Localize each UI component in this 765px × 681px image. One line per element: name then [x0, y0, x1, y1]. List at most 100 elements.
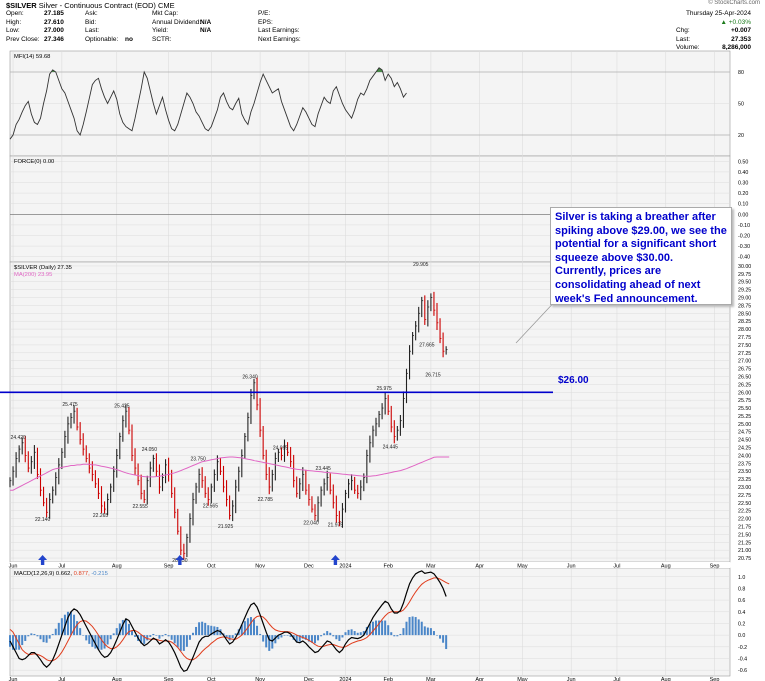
- y-tick-label: 21.50: [738, 532, 751, 538]
- macd-histogram-bar: [307, 635, 310, 642]
- y-tick-label: 24.25: [738, 446, 751, 452]
- macd-histogram-bar: [426, 627, 429, 636]
- macd-histogram-bar: [256, 625, 259, 636]
- quote-value: no: [125, 35, 133, 43]
- macd-histogram-bar: [414, 617, 417, 636]
- macd-histogram-bar: [344, 632, 347, 636]
- price-annotation: 23.445: [316, 466, 332, 472]
- macd-histogram-bar: [240, 624, 243, 636]
- macd-histogram-bar: [45, 635, 48, 643]
- month-label: Apr: [475, 564, 484, 570]
- macd-histogram-bar: [79, 628, 82, 636]
- macd-histogram-bar: [341, 635, 344, 638]
- month-label: Nov: [255, 677, 265, 681]
- y-tick-label: 29.50: [738, 280, 751, 286]
- macd-histogram-bar: [146, 635, 149, 641]
- quote-value: 27.346: [44, 35, 64, 43]
- price-annotation: 26.715: [425, 373, 441, 379]
- macd-histogram-bar: [27, 635, 30, 637]
- macd-histogram-bar: [131, 631, 133, 636]
- macd-histogram-bar: [207, 625, 210, 636]
- price-annotation: 24.050: [142, 447, 158, 453]
- month-label: Jul: [613, 677, 620, 681]
- macd-histogram-bar: [179, 635, 182, 651]
- blue-up-arrow: [330, 555, 340, 565]
- macd-histogram-bar: [408, 617, 411, 636]
- macd-histogram-bar: [149, 635, 152, 637]
- y-tick-label: 24.00: [738, 453, 751, 459]
- quote-label: Last Earnings:: [258, 27, 300, 35]
- price-annotation: 22.555: [133, 504, 149, 510]
- macd-histogram-bar: [143, 635, 146, 644]
- y-tick-label: -0.6: [738, 668, 747, 674]
- macd-histogram-bar: [198, 622, 201, 636]
- quote-col-4: P/E: EPS: Last Earnings: Next Earnings:: [258, 10, 301, 44]
- macd-histogram-bar: [289, 635, 292, 637]
- month-label: Jun: [567, 564, 576, 570]
- price-annotation: 29.905: [413, 262, 429, 268]
- macd-histogram-bar: [384, 620, 387, 636]
- blue-up-arrow: [38, 555, 48, 565]
- price-annotation: 24.445: [383, 444, 399, 450]
- price-annotation: 21.925: [218, 524, 234, 530]
- y-tick-label: 80: [738, 70, 744, 76]
- macd-histogram-bar: [97, 635, 100, 650]
- month-label: Dec: [304, 677, 314, 681]
- macd-histogram-bar: [109, 635, 112, 640]
- quote-label: Open:: [6, 10, 24, 17]
- macd-histogram-bar: [82, 635, 85, 636]
- quote-label: P/E:: [258, 10, 271, 17]
- macd-legend: MACD(12,26,9) 0.662, 0.877, -0.215: [14, 571, 108, 577]
- macd-histogram-bar: [155, 635, 158, 636]
- macd-histogram-bar: [295, 635, 298, 643]
- macd-histogram-bar: [134, 635, 137, 637]
- chg-label: Chg:: [676, 27, 690, 35]
- macd-histogram-bar: [124, 618, 127, 636]
- quote-label: Last:: [85, 27, 100, 35]
- macd-histogram-bar: [161, 635, 164, 637]
- change-percent-value: +0.03%: [728, 18, 751, 26]
- commentary-callout: Silver is taking a breather after spikin…: [550, 207, 732, 305]
- y-tick-label: 30.00: [738, 264, 751, 270]
- month-label: Jul: [58, 677, 65, 681]
- quote-col-1: Open: 27.185 High: 27.610 Low: 27.000 Prev …: [6, 10, 64, 44]
- price-annotation: 26.340: [242, 375, 258, 381]
- panel-background: [9, 567, 731, 677]
- y-tick-label: 25.50: [738, 406, 751, 412]
- y-tick-label: 28.75: [738, 303, 751, 309]
- price-annotation: 22.040: [303, 520, 319, 526]
- macd-legend-part: 0.662,: [54, 571, 72, 577]
- y-tick-label: 0.0: [738, 633, 745, 639]
- price-annotation: 24.420: [11, 435, 27, 441]
- macd-histogram-bar: [173, 635, 176, 644]
- y-tick-label: 23.00: [738, 485, 751, 491]
- force-legend: FORCE(0) 0.00: [14, 159, 54, 165]
- mfi-legend: MFI(14) 59.68: [14, 54, 50, 60]
- macd-histogram-bar: [118, 623, 121, 636]
- month-label: Aug: [661, 677, 671, 681]
- macd-histogram-bar: [402, 628, 405, 636]
- month-label: Aug: [112, 564, 122, 570]
- month-axis-strip: [10, 562, 730, 568]
- month-label: May: [517, 564, 528, 570]
- change-percent: ▲ +0.03%: [720, 18, 751, 26]
- macd-histogram-bar: [121, 619, 124, 636]
- month-label: 2024: [339, 564, 351, 570]
- y-tick-label: 0.2: [738, 621, 745, 627]
- macd-histogram-bar: [164, 633, 167, 636]
- y-tick-label: 0.4: [738, 610, 745, 616]
- macd-legend-part: 0.877,: [72, 571, 90, 577]
- price-annotation: 24.095: [273, 445, 289, 451]
- macd-histogram-bar: [280, 635, 283, 638]
- price-annotation: 22.565: [203, 504, 219, 510]
- macd-histogram-bar: [88, 635, 91, 644]
- macd-histogram-bar: [231, 635, 234, 639]
- quote-date: Thursday 25-Apr-2024: [685, 10, 751, 17]
- macd-histogram-bar: [54, 628, 57, 636]
- y-tick-label: 26.00: [738, 390, 751, 396]
- macd-histogram-bar: [262, 635, 265, 642]
- month-label: Oct: [207, 564, 216, 570]
- quote-label: Bid:: [85, 18, 97, 26]
- volume-label: Volume:: [676, 44, 700, 52]
- macd-histogram-bar: [100, 635, 103, 650]
